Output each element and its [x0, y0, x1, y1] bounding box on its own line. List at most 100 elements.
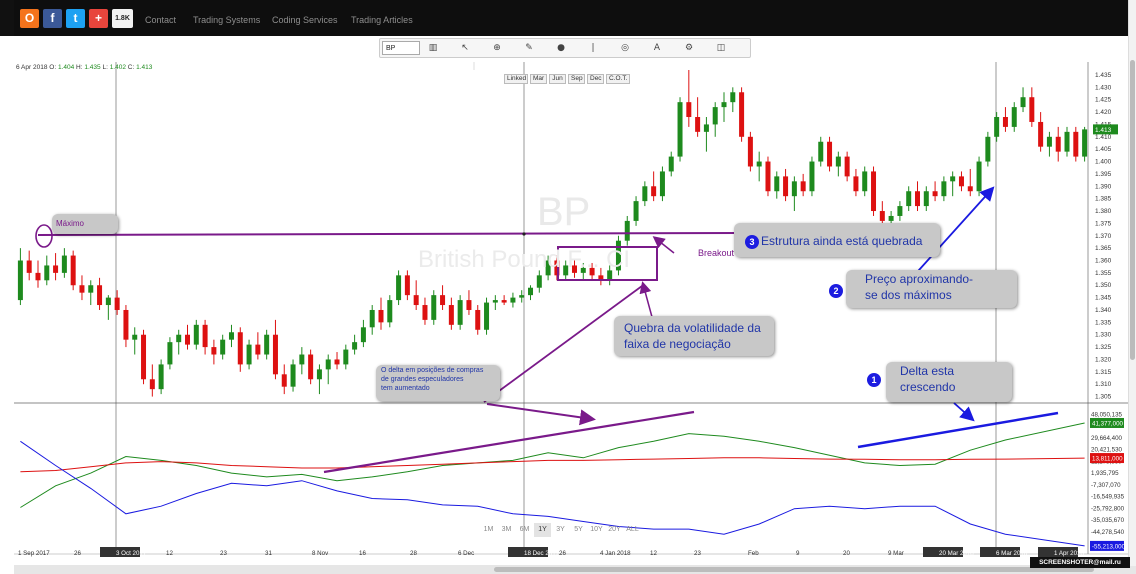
range-button[interactable]: 5Y [574, 526, 583, 533]
ohlc-close: 1.413 [136, 64, 153, 71]
text-icon[interactable]: A [653, 43, 661, 53]
period-button[interactable]: Linked [504, 74, 528, 84]
bars-icon[interactable]: ▥ [428, 43, 438, 53]
facebook-share-icon[interactable]: f [43, 9, 62, 28]
plus-share-icon[interactable]: + [89, 9, 108, 28]
period-button[interactable]: C.O.T. [606, 74, 630, 84]
candle-body [220, 339, 226, 355]
price-tick-label: 1.355 [1095, 270, 1112, 277]
candle-body [668, 156, 674, 172]
candle-body [193, 324, 199, 345]
time-axis-label: 23 [220, 550, 227, 557]
candle-body [211, 347, 217, 355]
time-axis-label: 26 [74, 550, 81, 557]
period-button[interactable]: Sep [568, 74, 585, 84]
candle-body [932, 191, 938, 197]
nav-link-trading-systems[interactable]: Trading Systems [193, 15, 261, 25]
time-label-highlight [508, 547, 548, 557]
cot-series-line [20, 440, 1085, 547]
last-price-tag [1093, 124, 1118, 135]
candle-body [923, 191, 929, 207]
screenshoter-badge: SCREENSHOTER@mail.ru [1030, 557, 1130, 568]
price-tick-label: 1.305 [1095, 394, 1112, 401]
range-button[interactable]: 3M [501, 526, 512, 533]
candle-body [589, 267, 595, 276]
horizontal-scrollbar[interactable] [14, 565, 1136, 574]
candle-body [739, 92, 745, 137]
candle-body [888, 215, 894, 221]
candle-body [941, 181, 947, 197]
candle-body [1002, 117, 1008, 127]
vertical-scroll-thumb[interactable] [1130, 60, 1135, 360]
range-button[interactable]: 20Y [608, 526, 621, 533]
candle-body [264, 334, 270, 355]
chart-canvas[interactable]: 1.4351.4301.4251.4201.4151.4101.4051.400… [14, 62, 1128, 574]
horizontal-scroll-thumb[interactable] [494, 567, 1094, 572]
range-button[interactable]: 1M [483, 526, 494, 533]
line-icon[interactable]: | [591, 43, 595, 53]
candle-body [53, 265, 59, 273]
period-button[interactable]: Dec [587, 74, 604, 84]
range-button[interactable]: 1Y [534, 523, 551, 537]
price-tick-label: 1.395 [1095, 171, 1112, 178]
estrutura-number: 3 [745, 235, 759, 249]
time-axis-label: 3 Oct 2017 [116, 550, 147, 557]
candle-body [1073, 131, 1079, 157]
cot-note-line2: de grandes especuladores [381, 375, 464, 383]
range-button[interactable]: 6M [519, 526, 530, 533]
candle-body [545, 260, 551, 276]
window-edge [0, 0, 14, 36]
magnet-icon[interactable]: ⊕ [493, 43, 501, 53]
candle-body [615, 240, 621, 271]
candle-body [61, 255, 67, 273]
delta-callout [886, 362, 1012, 402]
candle-body [774, 176, 780, 192]
candle-body [1038, 121, 1044, 147]
candle-body [809, 161, 815, 192]
candle-body [1064, 131, 1070, 152]
camera-icon[interactable]: ◫ [716, 43, 726, 53]
nav-link-coding-services[interactable]: Coding Services [272, 15, 338, 25]
fib-icon[interactable]: ◎ [621, 43, 629, 53]
quebra-line2: faixa de negociação [624, 336, 731, 351]
preco-line1: Preço aproximando- [865, 272, 974, 286]
vertical-scrollbar[interactable] [1128, 0, 1136, 566]
candle-body [958, 176, 964, 187]
settings-icon[interactable]: ⚙ [684, 43, 694, 53]
nav-link-trading-articles[interactable]: Trading Articles [351, 15, 413, 25]
candle-body [44, 265, 50, 281]
price-chart[interactable]: 1.4351.4301.4251.4201.4151.4101.4051.400… [14, 62, 1128, 574]
nav-link-contact[interactable]: Contact [145, 15, 177, 25]
pencil-icon[interactable]: ✎ [525, 43, 533, 53]
candle-body [633, 201, 639, 221]
twitter-share-icon[interactable]: t [66, 9, 85, 28]
time-axis-label: 31 [265, 550, 272, 557]
period-button[interactable]: Mar [530, 74, 547, 84]
range-button[interactable]: ALL [626, 526, 639, 533]
cot-note-line1: O delta em posições de compras [381, 367, 484, 374]
range-button[interactable]: 3Y [556, 526, 565, 533]
candle-body [466, 300, 472, 310]
dot-icon[interactable]: ● [557, 43, 565, 53]
cot-note-line3: tem aumentado [381, 384, 430, 392]
range-button[interactable]: 10Y [590, 526, 603, 533]
last-price-label: 1.413 [1095, 127, 1112, 134]
ok-share-icon[interactable]: O [20, 9, 39, 28]
time-axis-label: 28 [410, 550, 417, 557]
candle-body [818, 141, 824, 162]
ohlc-open: 1.404 [57, 64, 75, 71]
candle-body [185, 334, 191, 345]
candle-body [703, 124, 709, 132]
candle-body [1020, 97, 1026, 108]
period-button[interactable]: Jun [549, 74, 566, 84]
price-tick-label: 1.320 [1095, 356, 1112, 363]
time-axis-label: 6 Dec [458, 550, 474, 557]
candle-body [352, 342, 358, 350]
candle-body [97, 285, 103, 306]
symbol-input[interactable] [382, 41, 420, 55]
ohlc-open-label: O: [49, 64, 57, 71]
cursor-icon[interactable]: ↖ [461, 43, 469, 53]
price-tick-label: 1.385 [1095, 196, 1112, 203]
candle-body [950, 176, 956, 182]
